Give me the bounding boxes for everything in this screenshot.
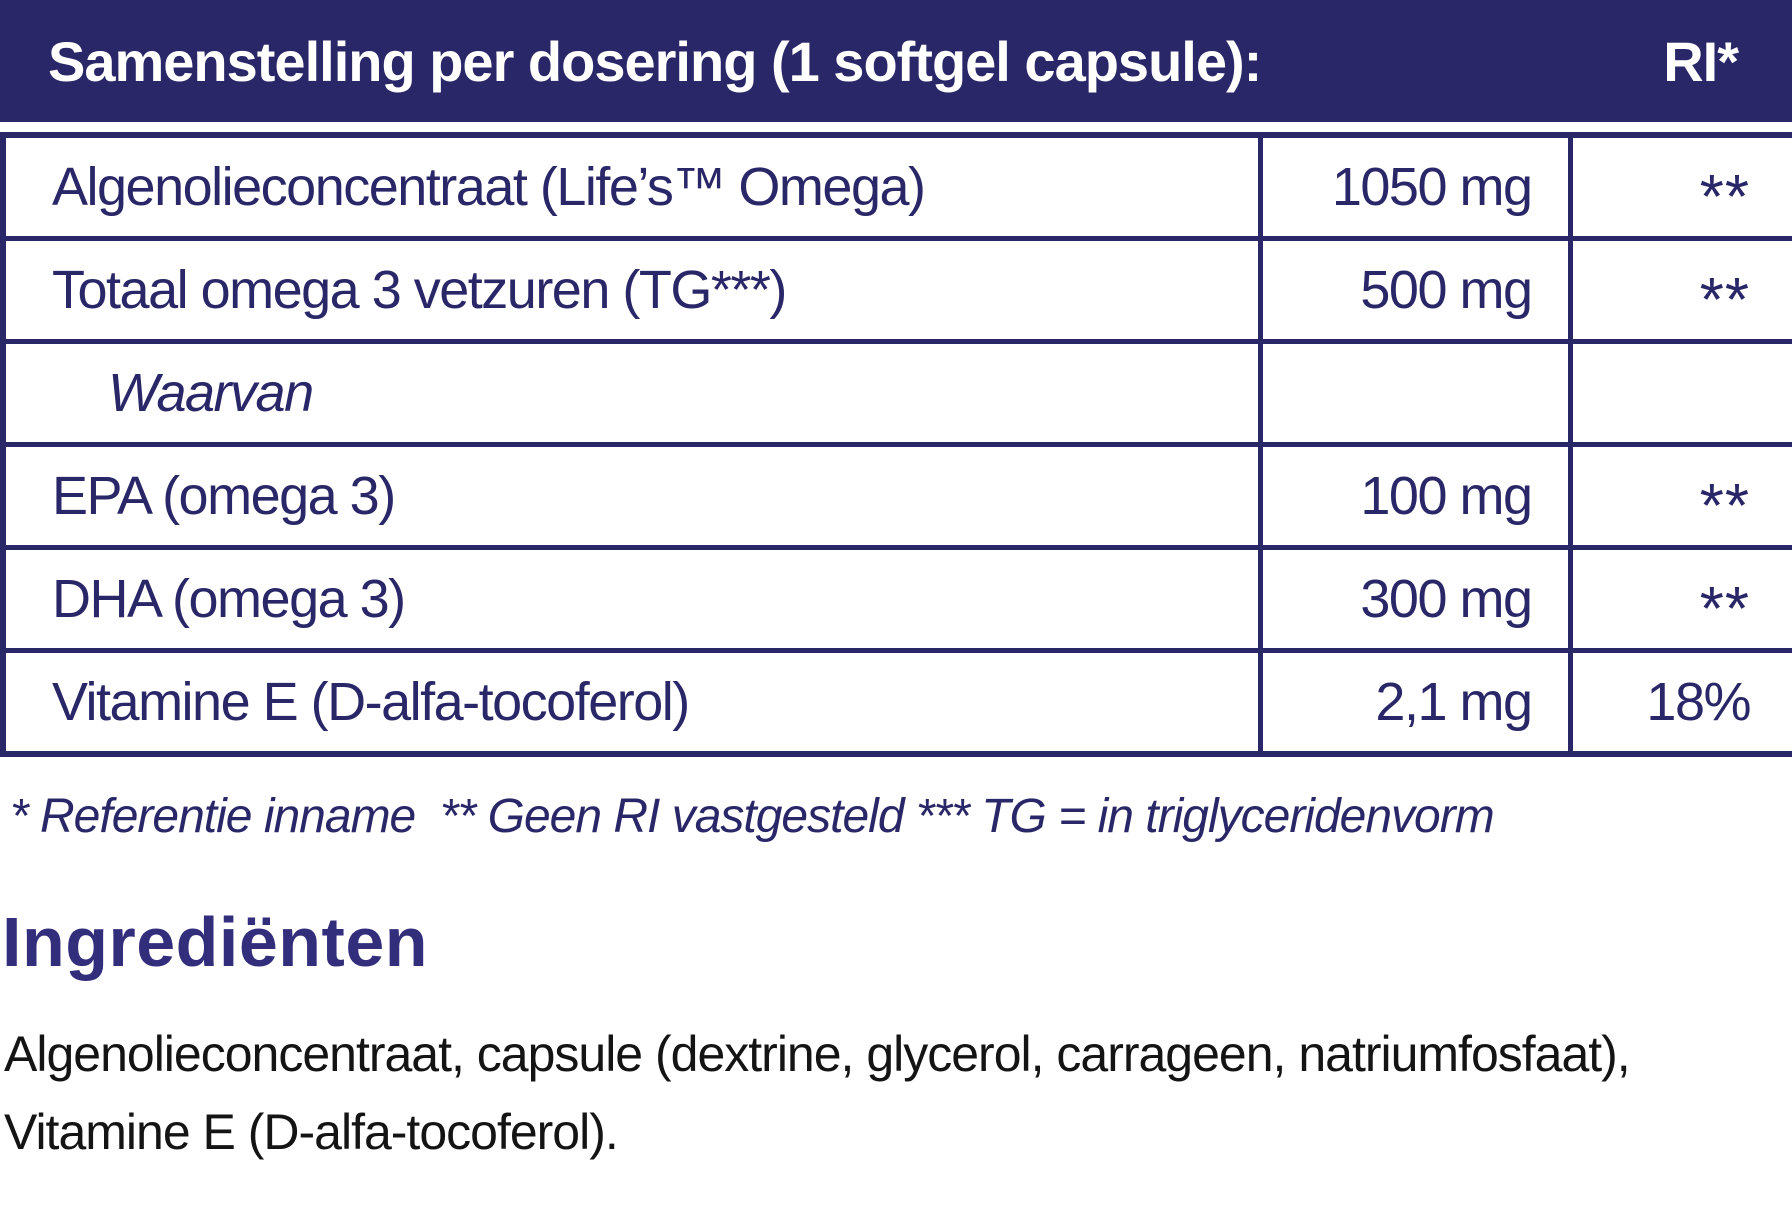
composition-table: Algenolieconcentraat (Life’s™ Omega) 105… <box>0 132 1792 757</box>
ingredients-list-text: Algenolieconcentraat, capsule (dextrine,… <box>4 1026 1631 1160</box>
table-row: Totaal omega 3 vetzuren (TG***) 500 mg *… <box>0 236 1792 344</box>
table-row: Vitamine E (D-alfa-tocoferol) 2,1 mg 18% <box>0 648 1792 757</box>
ri-cell: ** <box>1567 442 1792 550</box>
ingredient-name-cell: Totaal omega 3 vetzuren (TG***) <box>0 236 1263 344</box>
amount-cell: 100 mg <box>1257 442 1573 550</box>
ingredient-name-cell: EPA (omega 3) <box>0 442 1263 550</box>
ingredient-name-cell: Vitamine E (D-alfa-tocoferol) <box>0 648 1263 757</box>
ri-cell: ** <box>1567 132 1792 241</box>
amount-cell: 300 mg <box>1257 545 1573 653</box>
ingredients-heading: Ingrediënten <box>2 903 429 981</box>
table-header-bar: Samenstelling per dosering (1 softgel ca… <box>0 0 1792 122</box>
table-row: Algenolieconcentraat (Life’s™ Omega) 105… <box>0 132 1792 241</box>
amount-cell: 500 mg <box>1257 236 1573 344</box>
table-title: Samenstelling per dosering (1 softgel ca… <box>48 29 1262 93</box>
table-row: EPA (omega 3) 100 mg ** <box>0 442 1792 550</box>
ri-column-label: RI* <box>1663 29 1739 93</box>
amount-cell: 1050 mg <box>1257 132 1573 241</box>
amount-cell <box>1257 339 1573 447</box>
ri-cell: ** <box>1567 545 1792 653</box>
footnote-text: * Referentie inname ** Geen RI vastgeste… <box>10 790 1495 843</box>
ri-cell <box>1567 339 1792 447</box>
table-row: DHA (omega 3) 300 mg ** <box>0 545 1792 653</box>
ri-cell: 18% <box>1567 648 1792 757</box>
table-row-subheader: Waarvan <box>0 339 1792 447</box>
amount-cell: 2,1 mg <box>1257 648 1573 757</box>
ingredient-name-cell: DHA (omega 3) <box>0 545 1263 653</box>
ri-cell: ** <box>1567 236 1792 344</box>
ingredient-name-cell: Waarvan <box>0 339 1263 447</box>
ingredient-name-cell: Algenolieconcentraat (Life’s™ Omega) <box>0 132 1263 241</box>
